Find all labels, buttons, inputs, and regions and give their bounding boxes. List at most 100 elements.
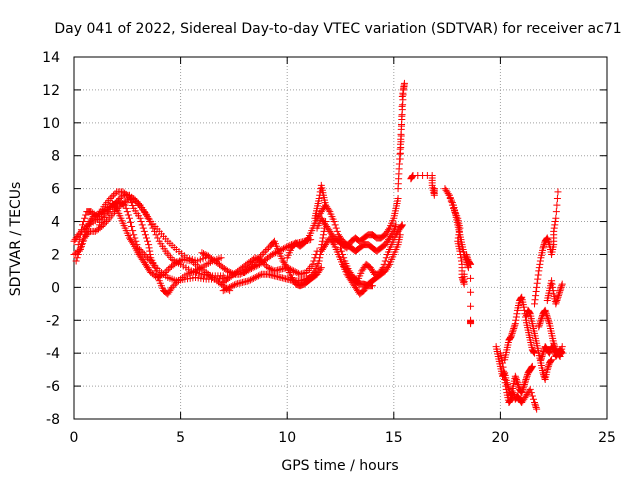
data-point [316,250,324,258]
data-point [266,264,274,272]
data-point [535,267,543,275]
data-point [537,354,545,362]
data-point [511,321,519,329]
data-point [259,259,267,267]
data-point [73,254,81,262]
data-point [514,380,522,388]
data-point [124,211,132,219]
data-point [129,239,137,247]
data-point [430,185,438,193]
y-axis-title: SDTVAR / TECUs [8,182,24,297]
data-point [142,211,150,219]
y-tick-label: 6 [51,182,60,198]
data-point [531,400,539,408]
data-point [151,264,159,272]
data-point [499,363,507,371]
data-point [544,364,552,372]
data-point [111,190,119,198]
data-point [553,195,561,203]
data-point [536,257,544,265]
data-point [140,227,148,235]
data-point [502,382,510,390]
data-point [260,249,268,257]
data-point [128,222,136,230]
data-point [523,374,531,382]
data-point [103,218,111,226]
data-point [138,221,146,229]
data-point [282,262,290,270]
data-point [501,376,509,384]
y-tick-label: -4 [46,346,60,362]
data-point [106,195,114,203]
data-point [155,273,163,281]
data-point [248,275,256,283]
data-point [544,362,552,370]
data-point [520,303,528,311]
data-point [129,227,137,235]
data-point [142,252,150,260]
data-point [528,362,536,370]
data-point [511,372,519,380]
data-point [539,369,547,377]
data-point [144,237,152,245]
axis-ticks [73,56,608,420]
data-point [261,260,269,268]
data-point [394,195,402,203]
data-point [139,224,147,232]
data-point [511,320,519,328]
data-point [550,346,558,354]
data-point [554,188,562,196]
data-point [229,282,237,290]
data-point [459,277,467,285]
data-point [130,231,138,239]
data-point [529,395,537,403]
data-point [245,264,253,272]
data-point [533,279,541,287]
data-point [115,198,123,206]
data-point [137,218,145,226]
data-point [548,277,556,285]
data-point [532,402,540,410]
data-point [154,234,162,242]
data-point [126,196,134,204]
data-point [315,195,323,203]
data-point [538,352,546,360]
data-point [79,237,87,245]
data-point [545,239,553,247]
data-point [467,302,475,310]
data-point [408,172,416,180]
data-point [467,260,475,268]
data-point [163,267,171,275]
grid [74,57,607,419]
data-point [241,269,249,277]
data-point [152,231,160,239]
data-point [537,356,545,364]
data-point [174,258,182,266]
data-point [444,190,452,198]
data-point [382,254,390,262]
data-point [225,268,233,276]
data-point [553,201,561,209]
data-point [535,264,543,272]
y-tick-label: 10 [42,116,60,132]
data-point [254,272,262,280]
data-point [380,260,388,268]
data-point [517,294,525,302]
data-point [74,250,82,258]
data-point [141,231,149,239]
data-point [513,379,521,387]
data-point [520,380,528,388]
data-point [129,202,137,210]
data-point [558,348,566,356]
data-point [291,268,299,276]
data-point [317,264,325,272]
data-point [512,374,520,382]
data-point [84,222,92,230]
y-tick-label: 0 [51,280,60,296]
chart-title: Day 041 of 2022, Sidereal Day-to-day VTE… [54,21,621,37]
data-point [539,349,547,357]
data-point [522,376,530,384]
data-point [531,300,539,308]
data-point [537,315,545,323]
data-point [219,287,227,295]
